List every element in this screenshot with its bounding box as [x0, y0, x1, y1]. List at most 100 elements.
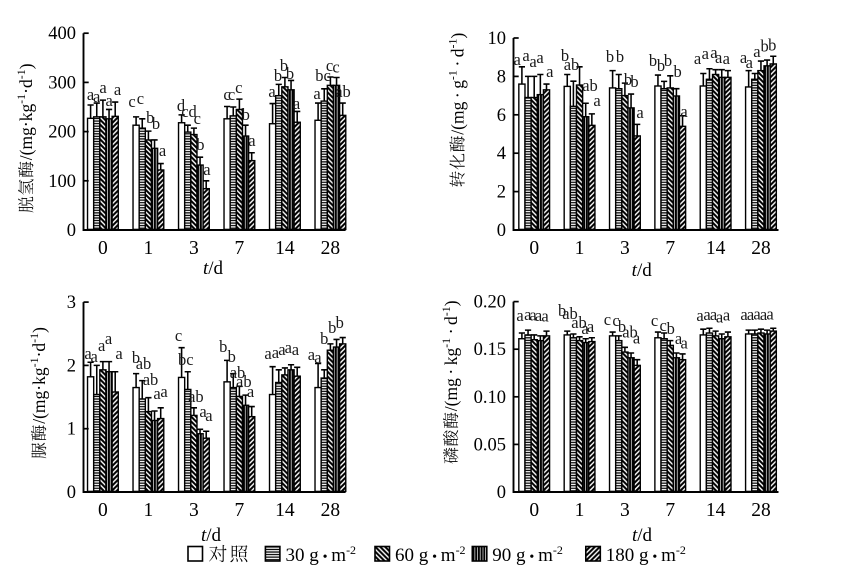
svg-text:b: b	[132, 348, 140, 367]
svg-text:400: 400	[48, 24, 76, 44]
svg-text:0: 0	[67, 221, 76, 241]
svg-text:0.15: 0.15	[474, 340, 506, 360]
svg-text:cd: cd	[181, 102, 197, 121]
svg-text:a: a	[541, 307, 549, 326]
svg-text:b: b	[242, 105, 250, 124]
svg-text:90 g • m-2: 90 g • m-2	[492, 543, 563, 566]
svg-text:a: a	[99, 78, 107, 97]
svg-text:7: 7	[235, 238, 245, 259]
svg-text:7: 7	[665, 500, 675, 521]
svg-text:a: a	[740, 305, 748, 324]
svg-text:ab: ab	[136, 354, 152, 373]
svg-text:a: a	[278, 340, 286, 359]
svg-text:1: 1	[575, 500, 585, 521]
svg-text:a: a	[524, 305, 532, 324]
svg-text:a: a	[264, 344, 272, 363]
svg-text:b: b	[219, 337, 227, 356]
svg-text:a: a	[153, 384, 161, 403]
svg-text:3: 3	[620, 238, 630, 259]
svg-text:a: a	[87, 85, 95, 104]
svg-text:c: c	[326, 56, 333, 75]
svg-text:0.05: 0.05	[474, 435, 506, 455]
svg-text:b: b	[196, 135, 204, 154]
svg-text:a: a	[703, 305, 711, 324]
svg-text:b: b	[630, 72, 638, 91]
svg-text:a: a	[529, 52, 537, 71]
svg-text:d: d	[177, 96, 186, 115]
svg-text:b: b	[649, 51, 657, 70]
svg-text:ab: ab	[188, 387, 204, 406]
svg-text:b: b	[286, 64, 294, 83]
svg-text:c: c	[128, 92, 135, 111]
svg-text:b: b	[228, 347, 236, 366]
svg-text:1: 1	[144, 500, 154, 521]
svg-text:a: a	[285, 338, 293, 357]
svg-text:a: a	[292, 340, 300, 359]
svg-text:a: a	[546, 62, 554, 81]
svg-text:b: b	[606, 47, 614, 66]
svg-text:a: a	[633, 329, 641, 348]
svg-text:a: a	[247, 382, 255, 401]
svg-text:a: a	[753, 305, 761, 324]
svg-text:0: 0	[497, 221, 506, 241]
svg-text:c: c	[175, 326, 182, 345]
svg-text:6: 6	[497, 106, 506, 126]
svg-text:3: 3	[67, 293, 76, 313]
svg-text:a: a	[710, 43, 718, 62]
svg-text:a: a	[696, 306, 704, 325]
svg-text:7: 7	[665, 238, 675, 259]
svg-text:a: a	[753, 42, 761, 61]
svg-text:a: a	[314, 348, 322, 367]
svg-text:a: a	[675, 329, 683, 348]
svg-text:b: b	[768, 36, 776, 55]
svg-text:a: a	[522, 46, 530, 65]
svg-text:a: a	[160, 382, 168, 401]
svg-text:60 g • m-2: 60 g • m-2	[395, 543, 466, 566]
svg-text:/(mg · kg-1​ · d-1​): /(mg · kg-1​ · d-1​)	[439, 300, 461, 411]
svg-text:a: a	[248, 131, 256, 150]
svg-text:a: a	[680, 102, 688, 121]
svg-text:0: 0	[98, 238, 108, 259]
svg-text:3: 3	[620, 500, 630, 521]
svg-text:10: 10	[488, 29, 507, 49]
svg-text:28: 28	[751, 500, 771, 521]
svg-text:3: 3	[189, 238, 199, 259]
svg-text:1: 1	[144, 238, 154, 259]
svg-text:a: a	[106, 91, 114, 110]
svg-text:a: a	[516, 306, 524, 325]
svg-text:b: b	[152, 114, 160, 133]
svg-text:b: b	[667, 319, 675, 338]
svg-text:c: c	[137, 89, 144, 108]
svg-text:0: 0	[529, 500, 539, 521]
svg-text:0.10: 0.10	[474, 388, 506, 408]
svg-text:a: a	[313, 84, 321, 103]
svg-text:b: b	[657, 56, 665, 75]
svg-text:b: b	[618, 317, 626, 336]
svg-text:c: c	[604, 310, 611, 329]
svg-text:c: c	[612, 311, 619, 330]
svg-text:a: a	[587, 317, 595, 336]
svg-text:t/d: t/d	[632, 260, 653, 281]
svg-text:a: a	[535, 306, 543, 325]
svg-text:a: a	[93, 87, 101, 106]
svg-text:ab: ab	[582, 76, 598, 95]
svg-text:b: b	[673, 62, 681, 81]
svg-text:0: 0	[67, 483, 76, 503]
svg-text:1: 1	[575, 238, 585, 259]
svg-text:a: a	[536, 48, 544, 67]
svg-text:2: 2	[497, 183, 506, 203]
svg-text:b: b	[561, 46, 569, 65]
svg-text:a: a	[115, 344, 123, 363]
svg-text:0.20: 0.20	[474, 293, 506, 313]
svg-text:b: b	[616, 47, 624, 66]
svg-text:3: 3	[189, 500, 199, 521]
svg-text:200: 200	[48, 123, 76, 143]
svg-text:28: 28	[321, 500, 341, 521]
svg-text:28: 28	[321, 238, 341, 259]
svg-text:a: a	[199, 402, 207, 421]
svg-text:c: c	[660, 316, 667, 335]
svg-text:a: a	[272, 343, 280, 362]
svg-text:ab: ab	[571, 313, 587, 332]
svg-text:0: 0	[98, 500, 108, 521]
svg-text:100: 100	[48, 172, 76, 192]
